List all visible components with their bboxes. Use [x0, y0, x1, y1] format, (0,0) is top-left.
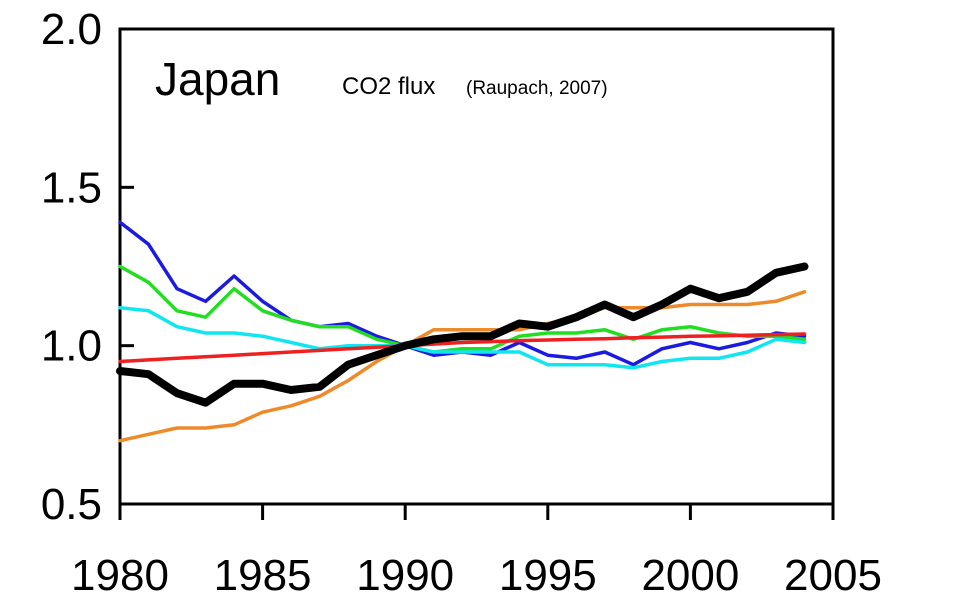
- x-tick-label: 1990: [356, 551, 454, 597]
- x-tick-label: 2005: [784, 551, 882, 597]
- x-tick-label: 2000: [641, 551, 739, 597]
- ticks-layer: 0.5 1.0 1.5 2.0 1980 1985 1990 1995 2000 2005: [41, 5, 882, 597]
- x-tick-label: 1995: [499, 551, 597, 597]
- series-line-4: [118, 305, 807, 370]
- y-tick-label: 0.5: [41, 480, 102, 529]
- chart-subtitle: CO2 flux: [342, 73, 435, 100]
- x-tick-label: 1980: [71, 551, 169, 597]
- y-tick-label: 1.5: [41, 163, 102, 212]
- series-line-1: [118, 290, 807, 443]
- chart-title: Japan: [155, 53, 280, 105]
- y-tick-label: 1.0: [41, 322, 102, 371]
- series-line-3: [118, 264, 807, 354]
- chart-source: (Raupach, 2007): [466, 78, 608, 99]
- y-tick-label: 2.0: [41, 5, 102, 54]
- series-line-6: [116, 262, 809, 407]
- x-tick-label: 1985: [214, 551, 312, 597]
- series-line-5: [118, 332, 807, 364]
- series-layer: [116, 220, 809, 443]
